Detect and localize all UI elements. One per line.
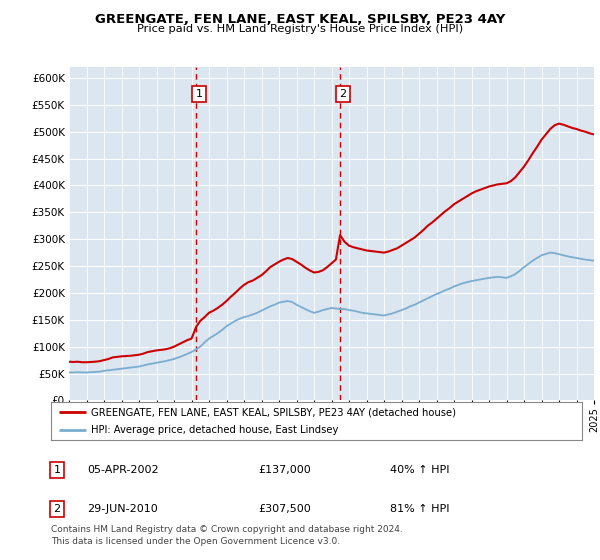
Text: Price paid vs. HM Land Registry's House Price Index (HPI): Price paid vs. HM Land Registry's House …: [137, 24, 463, 34]
Text: GREENGATE, FEN LANE, EAST KEAL, SPILSBY, PE23 4AY (detached house): GREENGATE, FEN LANE, EAST KEAL, SPILSBY,…: [91, 407, 456, 417]
Text: £307,500: £307,500: [258, 504, 311, 514]
Text: Contains HM Land Registry data © Crown copyright and database right 2024.
This d: Contains HM Land Registry data © Crown c…: [51, 525, 403, 545]
Text: HPI: Average price, detached house, East Lindsey: HPI: Average price, detached house, East…: [91, 425, 338, 435]
Text: 05-APR-2002: 05-APR-2002: [87, 465, 158, 475]
Text: 2: 2: [339, 89, 346, 99]
Text: GREENGATE, FEN LANE, EAST KEAL, SPILSBY, PE23 4AY: GREENGATE, FEN LANE, EAST KEAL, SPILSBY,…: [95, 13, 505, 26]
Text: 40% ↑ HPI: 40% ↑ HPI: [390, 465, 449, 475]
Text: 2: 2: [53, 504, 61, 514]
Text: 81% ↑ HPI: 81% ↑ HPI: [390, 504, 449, 514]
Text: 29-JUN-2010: 29-JUN-2010: [87, 504, 158, 514]
Text: 1: 1: [53, 465, 61, 475]
Text: £137,000: £137,000: [258, 465, 311, 475]
Text: 1: 1: [196, 89, 202, 99]
